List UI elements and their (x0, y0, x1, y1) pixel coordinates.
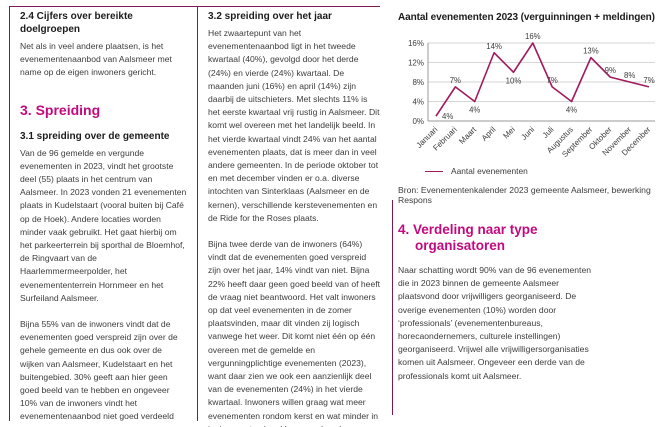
data-label: 4% (469, 106, 480, 115)
data-label: 7% (643, 76, 654, 85)
data-label: 7% (450, 76, 461, 85)
data-label: 10% (506, 76, 522, 85)
x-month-label: Juli (541, 125, 556, 140)
data-label: 13% (583, 47, 599, 56)
heading-2-4: 2.4 Cijfers over bereikte doelgroepen (20, 11, 133, 35)
x-month-label: Maart (457, 125, 478, 146)
paragraph-3-1-b: Bijna 55% van de inwoners vindt dat de e… (20, 319, 181, 427)
left-column: 2.4 Cijfers over bereikte doelgroepen Ne… (20, 10, 188, 427)
x-month-label: April (480, 125, 498, 143)
y-tick-label: 16% (408, 39, 424, 48)
x-month-label: Juni (519, 125, 536, 142)
data-line (435, 42, 650, 117)
section-4-title: 4. Verdeling naar type organisatoren (398, 222, 538, 253)
top-rule (9, 6, 380, 7)
paragraph-intro: Net als in veel andere plaatsen, is het … (20, 41, 172, 78)
events-line-chart: 0% 4% 8% 12% 16% 4% 7% 4% 14% 10% 16% 7% 4% 13% 9% 8% 7%… (408, 32, 655, 159)
chart-source: Bron: Evenementenkalender 2023 gemeente … (398, 185, 651, 205)
data-label: 4% (566, 106, 577, 115)
data-label: 14% (486, 42, 502, 51)
paragraph-3-1-a: Van de 96 gemelde en vergunde evenemente… (20, 147, 187, 303)
paragraph-3-2-b: Bijna twee derde van de inwoners (64%) v… (208, 239, 381, 427)
section-3-title: 3. Spreiding (20, 101, 101, 118)
chart-title: Aantal evenementen 2023 (verguinningen +… (398, 12, 655, 23)
y-tick-label: 4% (412, 97, 424, 106)
paragraph-4: Naar schatting wordt 90% van de 96 evene… (398, 265, 592, 381)
right-column-rule (392, 200, 393, 415)
left-column-rule (9, 6, 10, 421)
middle-column-rule (197, 6, 198, 421)
data-label: 9% (605, 66, 616, 75)
heading-3-2: 3.2 spreiding over het jaar (208, 11, 332, 22)
legend-label: Aantal evenementen (451, 166, 528, 176)
legend-line-swatch (425, 170, 443, 172)
chart-legend: Aantal evenementen (425, 166, 660, 176)
heading-3-1: 3.1 spreiding over de gemeente (20, 130, 170, 142)
data-label: 8% (624, 71, 635, 80)
middle-column: 3.2 spreiding over het jaar Het zwaartep… (208, 10, 380, 427)
data-label: 16% (525, 32, 541, 41)
y-tick-label: 8% (412, 78, 424, 87)
right-column: Aantal evenementen 2023 (verguinningen +… (398, 6, 660, 396)
y-tick-label: 12% (408, 58, 424, 67)
paragraph-3-2-a: Het zwaartepunt van het evenementenaanbo… (208, 28, 380, 223)
data-label: 4% (442, 112, 453, 121)
y-tick-label: 0% (412, 117, 424, 126)
data-label: 7% (547, 76, 558, 85)
x-month-label: Mei (501, 125, 517, 141)
